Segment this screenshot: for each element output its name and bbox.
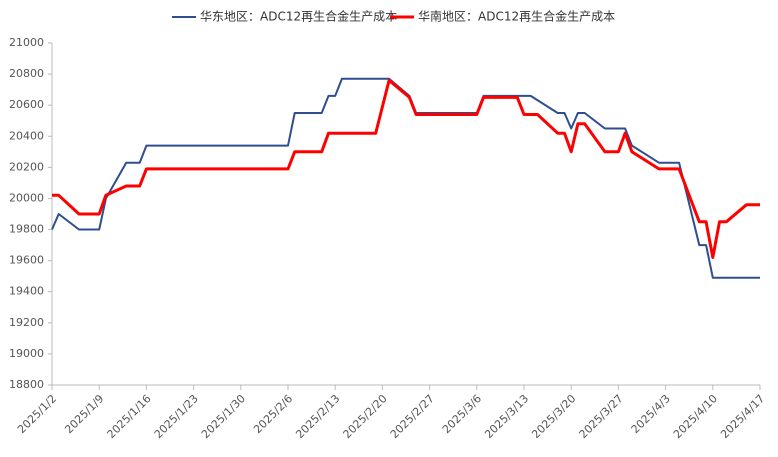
x-tick-label: 2025/4/3 [629, 392, 673, 436]
y-tick-label: 20000 [9, 191, 44, 204]
x-tick-label: 2025/3/27 [577, 392, 626, 441]
x-tick-label: 2025/3/6 [440, 392, 484, 436]
y-tick-label: 20400 [9, 129, 44, 142]
x-tick-label: 2025/4/17 [718, 392, 767, 441]
y-tick-label: 20600 [9, 98, 44, 111]
y-tick-label: 19200 [9, 316, 44, 329]
y-tick-label: 20800 [9, 67, 44, 80]
x-tick-label: 2025/2/13 [293, 392, 342, 441]
legend-label: 华东地区：ADC12再生合金生产成本 [200, 9, 397, 24]
x-tick-label: 2025/1/2 [15, 392, 59, 436]
y-tick-label: 19400 [9, 285, 44, 298]
y-tick-label: 21000 [9, 36, 44, 49]
x-tick-label: 2025/2/6 [251, 392, 295, 436]
legend-label: 华南地区：ADC12再生合金生产成本 [418, 9, 615, 24]
x-tick-label: 2025/2/27 [388, 392, 437, 441]
y-tick-label: 19000 [9, 347, 44, 360]
x-tick-label: 2025/3/20 [529, 392, 578, 441]
x-tick-label: 2025/1/9 [62, 392, 106, 436]
x-tick-label: 2025/1/23 [152, 392, 201, 441]
y-tick-label: 18800 [9, 378, 44, 391]
x-tick-label: 2025/4/10 [671, 392, 720, 441]
series-line [51, 77, 760, 279]
x-tick-label: 2025/3/13 [482, 392, 531, 441]
y-tick-label: 19800 [9, 223, 44, 236]
x-tick-label: 2025/1/16 [105, 392, 154, 441]
series-line [52, 78, 760, 259]
x-tick-label: 2025/1/30 [199, 392, 248, 441]
y-tick-label: 19600 [9, 254, 44, 267]
y-tick-label: 20200 [9, 160, 44, 173]
x-tick-label: 2025/2/20 [341, 392, 390, 441]
